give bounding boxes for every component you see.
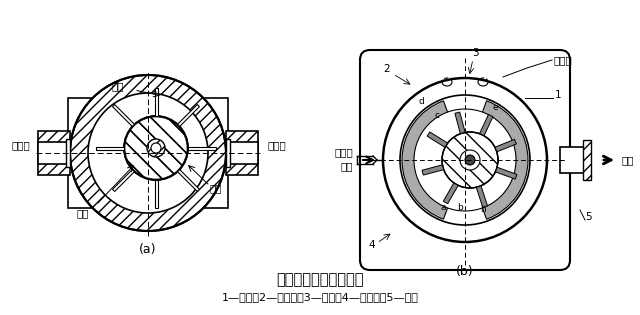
Text: (b): (b)	[456, 266, 474, 278]
Polygon shape	[177, 169, 200, 192]
Text: b: b	[457, 203, 463, 212]
Polygon shape	[495, 139, 516, 152]
Text: (a): (a)	[140, 243, 157, 255]
Text: h: h	[480, 205, 486, 214]
Text: 眉毛槽: 眉毛槽	[553, 55, 572, 65]
Circle shape	[460, 150, 480, 170]
Text: 叶片: 叶片	[210, 183, 223, 193]
Text: a: a	[440, 203, 445, 212]
Polygon shape	[188, 146, 216, 150]
Bar	[38, 131, 70, 175]
Circle shape	[414, 109, 516, 211]
Bar	[66, 139, 70, 167]
Circle shape	[465, 155, 475, 165]
Bar	[226, 131, 258, 175]
Text: 单作用叶片泵工作原理: 单作用叶片泵工作原理	[276, 272, 364, 288]
Circle shape	[124, 116, 188, 180]
Wedge shape	[482, 101, 528, 219]
Circle shape	[400, 95, 530, 225]
Bar	[68, 98, 228, 208]
Bar	[38, 142, 70, 164]
Bar	[226, 139, 230, 167]
Polygon shape	[476, 186, 488, 207]
Polygon shape	[479, 115, 493, 136]
Text: 定子: 定子	[112, 81, 124, 91]
Polygon shape	[154, 180, 157, 208]
Polygon shape	[177, 105, 200, 126]
Circle shape	[70, 75, 226, 231]
Text: e: e	[492, 103, 498, 112]
Polygon shape	[495, 167, 517, 179]
Circle shape	[147, 139, 165, 157]
Polygon shape	[427, 132, 447, 147]
Text: 压油口: 压油口	[334, 147, 353, 157]
Polygon shape	[113, 169, 134, 192]
Text: 2: 2	[384, 64, 390, 74]
Bar	[560, 147, 588, 173]
Text: 3: 3	[472, 48, 478, 58]
Text: d: d	[418, 97, 424, 106]
Text: 吸油: 吸油	[340, 161, 353, 171]
Polygon shape	[113, 105, 134, 126]
Text: 5: 5	[585, 212, 591, 222]
Text: 压油: 压油	[621, 155, 634, 165]
Text: 1: 1	[555, 90, 562, 100]
Circle shape	[88, 93, 208, 213]
Polygon shape	[154, 88, 157, 116]
Bar	[226, 142, 258, 164]
Circle shape	[151, 143, 161, 153]
Text: 转子: 转子	[77, 208, 89, 218]
Polygon shape	[444, 183, 458, 204]
Text: 4: 4	[369, 240, 375, 250]
Polygon shape	[96, 146, 124, 150]
Wedge shape	[402, 101, 448, 219]
Text: 1—转子；2—定子环；3—叶片；4—配油盘；5—泵体: 1—转子；2—定子环；3—叶片；4—配油盘；5—泵体	[221, 292, 419, 302]
Circle shape	[442, 132, 498, 188]
Bar	[583, 140, 591, 180]
Text: c: c	[435, 111, 440, 120]
Polygon shape	[422, 165, 444, 175]
Text: 压油口: 压油口	[268, 140, 287, 150]
Circle shape	[383, 78, 547, 242]
Polygon shape	[455, 112, 465, 134]
Text: 吸油口: 吸油口	[12, 140, 30, 150]
FancyBboxPatch shape	[360, 50, 570, 270]
